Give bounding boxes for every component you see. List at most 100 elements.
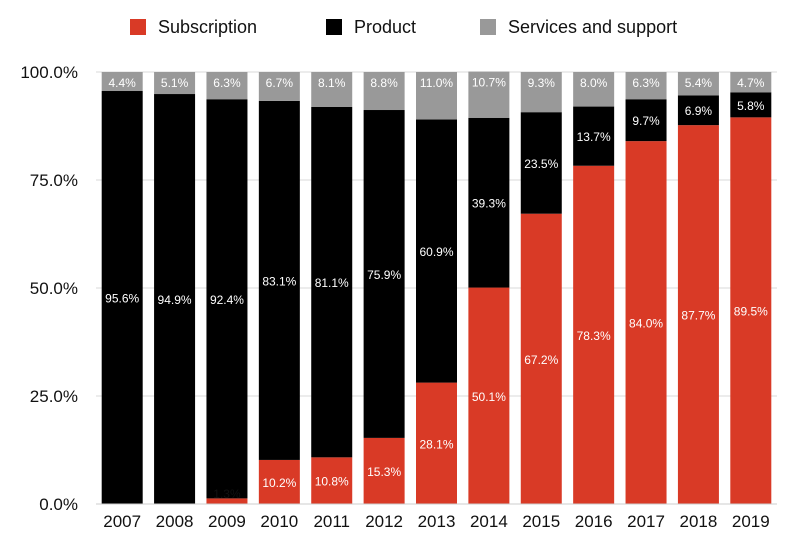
data-label: 83.1% [262,274,296,288]
x-tick-label: 2016 [575,512,613,531]
bar-product [311,106,353,458]
x-tick-label: 2015 [522,512,560,531]
data-label: 6.3% [632,76,660,90]
data-label: 78.3% [577,329,611,343]
data-label: 39.3% [472,197,506,211]
bar-services [258,72,300,101]
data-label: 92.4% [210,293,244,307]
legend-swatch-services [480,19,496,35]
x-tick-label: 2014 [470,512,508,531]
data-label: 1.3% [213,487,241,501]
bar-services [730,72,772,93]
data-label: 6.9% [685,104,713,118]
bar-subscription [625,141,667,504]
legend-services: Services and support [480,16,677,38]
data-label: 9.7% [632,114,660,128]
y-tick-label: 100.0% [20,63,78,82]
y-tick-label: 75.0% [30,171,78,190]
bar-subscription [520,213,562,505]
bar-services [101,72,143,92]
data-label: 87.7% [681,309,715,323]
legend-subscription: Subscription [130,16,257,38]
legend-swatch-product [326,19,342,35]
data-label: 10.7% [472,76,506,90]
x-tick-label: 2013 [418,512,456,531]
bar-services [468,71,510,118]
data-label: 95.6% [105,292,139,306]
data-label: 89.5% [734,305,768,319]
data-label: 8.8% [370,76,398,90]
bar-subscription [573,165,615,504]
bar-product [625,99,667,142]
data-label: 10.8% [315,475,349,489]
x-tick-label: 2018 [680,512,718,531]
data-label: 15.3% [367,465,401,479]
legend-label-subscription: Subscription [158,16,258,37]
x-tick-label: 2019 [732,512,770,531]
bar-subscription [206,498,248,504]
x-tick-label: 2009 [208,512,246,531]
data-label: 28.1% [419,437,453,451]
data-label: 4.4% [109,76,137,90]
data-label: 5.1% [161,76,189,90]
data-label: 13.7% [577,130,611,144]
bar-product [154,94,196,505]
data-label: 4.7% [737,76,765,90]
bar-services [311,72,353,107]
bar-product [677,95,719,126]
data-label: 50.1% [472,390,506,404]
data-label: 5.4% [685,76,713,90]
x-tick-label: 2011 [313,512,350,531]
bar-product [258,100,300,460]
data-label: 81.1% [315,276,349,290]
bar-services [625,72,667,100]
x-tick-label: 2012 [365,512,403,531]
data-label: 10.2% [262,476,296,490]
x-tick-label: 2008 [156,512,194,531]
bar-subscription [677,125,719,505]
legend-label-product: Product [354,16,417,37]
bar-product [573,106,615,166]
x-tick-label: 2017 [627,512,665,531]
bar-services [677,72,719,96]
data-label: 60.9% [419,245,453,259]
bar-services [206,72,248,100]
data-label: 84.0% [629,317,663,331]
data-label: 6.3% [213,76,241,90]
bar-services [416,72,457,120]
data-label: 9.3% [528,76,556,90]
y-tick-label: 0.0% [39,495,78,514]
bar-subscription [730,117,772,505]
data-label: 8.0% [580,76,608,90]
bar-subscription [363,437,405,504]
y-tick-label: 25.0% [30,387,78,406]
bar-product [101,91,143,505]
bar-product [520,112,562,214]
y-tick-label: 50.0% [30,279,78,298]
legend-product: Product [326,16,416,38]
data-label: 67.2% [524,353,558,367]
legend-swatch-subscription [130,19,146,35]
bar-services [520,72,562,113]
bar-subscription [468,287,510,504]
bar-product [468,117,510,288]
data-label: 23.5% [524,157,558,171]
x-tick-label: 2010 [260,512,298,531]
data-label: 11.0% [420,76,453,90]
bar-product [206,99,248,499]
bar-services [573,72,615,107]
bar-services [363,72,405,111]
bar-product [730,92,772,118]
bar-product [416,119,457,383]
data-label: 94.9% [158,293,192,307]
bar-subscription [311,457,353,504]
bar-subscription [258,459,300,504]
data-label: 5.8% [737,99,765,113]
bar-product [363,110,405,438]
x-tick-label: 2007 [103,512,141,531]
data-label: 75.9% [367,268,401,282]
bar-subscription [416,382,457,504]
data-label: 6.7% [266,76,294,90]
bar-services [154,72,196,95]
